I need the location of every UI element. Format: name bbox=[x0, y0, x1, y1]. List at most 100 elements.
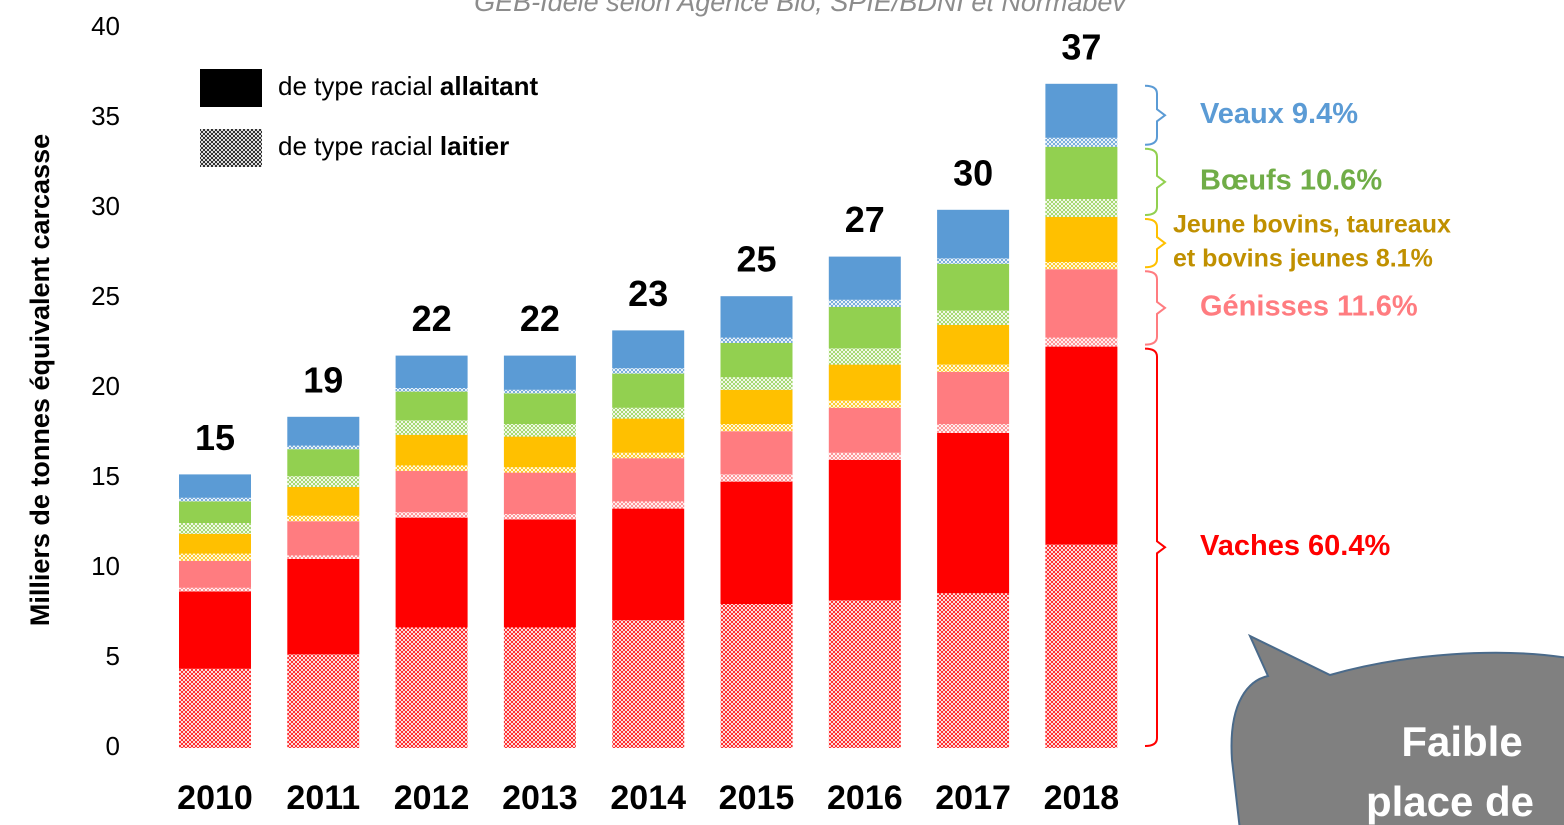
x-tick-label: 2012 bbox=[394, 779, 470, 817]
y-tick-label: 5 bbox=[106, 641, 120, 671]
bar-segment bbox=[720, 424, 793, 432]
bar-segment bbox=[395, 434, 468, 466]
bar-segment bbox=[287, 476, 360, 487]
bar-segment bbox=[503, 627, 576, 748]
bar-segment bbox=[395, 355, 468, 388]
bracket bbox=[1144, 147, 1167, 216]
bar-segment bbox=[287, 559, 360, 655]
bar-segment bbox=[395, 388, 468, 392]
bar-segment bbox=[287, 654, 360, 748]
bar-segment bbox=[720, 474, 793, 482]
bracket bbox=[1144, 84, 1167, 146]
speech-bubble bbox=[1230, 633, 1564, 825]
legend-swatch bbox=[200, 69, 262, 107]
bar-segment bbox=[179, 501, 251, 523]
legend-emph: allaitant bbox=[440, 71, 539, 101]
bar-segment bbox=[720, 377, 793, 390]
bar-segment bbox=[1045, 146, 1118, 199]
bar-segment bbox=[612, 620, 685, 748]
total-label: 37 bbox=[1061, 26, 1101, 67]
bar-segment bbox=[1045, 217, 1118, 262]
bar-segment bbox=[612, 418, 685, 453]
bar-segment bbox=[612, 373, 685, 408]
bar-segment bbox=[395, 470, 468, 513]
bar-segment bbox=[503, 519, 576, 628]
bar-segment bbox=[1045, 269, 1118, 338]
x-tick-label: 2015 bbox=[719, 779, 795, 817]
total-label: 19 bbox=[303, 359, 343, 400]
bar-segment bbox=[720, 389, 793, 424]
bar-segment bbox=[937, 371, 1010, 424]
legend-label: de type racial allaitant bbox=[278, 71, 538, 101]
bar-segment bbox=[612, 452, 685, 459]
bar-segment bbox=[828, 307, 901, 349]
bar-segment bbox=[179, 587, 251, 592]
group-label: Jeune bovins, taureaux bbox=[1173, 211, 1451, 239]
bar-segment bbox=[828, 364, 901, 401]
bar-segment bbox=[503, 424, 576, 437]
bar-segment bbox=[1045, 346, 1118, 545]
legend-prefix: de type racial bbox=[278, 131, 433, 161]
x-tick-label: 2017 bbox=[935, 779, 1011, 817]
y-tick-label: 20 bbox=[91, 371, 120, 401]
bar-segment bbox=[179, 523, 251, 534]
bar-segment bbox=[179, 591, 251, 669]
bar-segment bbox=[612, 508, 685, 621]
group-label: Bœufs 10.6% bbox=[1200, 165, 1382, 197]
bar-segment bbox=[828, 299, 901, 307]
bar-segment bbox=[612, 458, 685, 502]
total-label: 22 bbox=[412, 298, 452, 339]
bar-segment bbox=[612, 330, 685, 369]
bracket bbox=[1144, 270, 1167, 346]
bar-segment bbox=[395, 627, 468, 748]
bar-segment bbox=[287, 555, 360, 559]
bar-segment bbox=[937, 263, 1010, 311]
group-label: Veaux 9.4% bbox=[1200, 98, 1358, 130]
bar-segment bbox=[937, 433, 1010, 594]
callout-text: Faible bbox=[1401, 718, 1522, 765]
x-tick-label: 2014 bbox=[610, 779, 686, 817]
bar-segment bbox=[179, 553, 251, 561]
group-label: et bovins jeunes 8.1% bbox=[1173, 245, 1433, 273]
bar-segment bbox=[828, 407, 901, 453]
total-label: 30 bbox=[953, 152, 993, 193]
bar-segment bbox=[720, 604, 793, 748]
bar-segment bbox=[395, 517, 468, 628]
y-tick-label: 25 bbox=[91, 281, 120, 311]
y-tick-label: 35 bbox=[91, 101, 120, 131]
bar-segment bbox=[1045, 137, 1118, 147]
total-label: 27 bbox=[845, 199, 885, 240]
bar-segment bbox=[937, 310, 1010, 325]
bar-segment bbox=[503, 389, 576, 394]
y-tick-label: 0 bbox=[106, 731, 120, 761]
x-tick-label: 2016 bbox=[827, 779, 903, 817]
bar-segment bbox=[503, 355, 576, 390]
x-tick-label: 2010 bbox=[177, 779, 253, 817]
bar-segment bbox=[612, 501, 685, 509]
x-tick-label: 2018 bbox=[1044, 779, 1120, 817]
bar-segment bbox=[287, 445, 360, 450]
bar-segment bbox=[937, 209, 1010, 259]
bar-segment bbox=[179, 560, 251, 588]
bar-segment bbox=[720, 431, 793, 475]
bar-segment bbox=[503, 393, 576, 424]
total-label: 15 bbox=[195, 417, 235, 458]
group-label: Génisses 11.6% bbox=[1200, 291, 1418, 323]
bar-segment bbox=[720, 343, 793, 378]
y-tick-label: 30 bbox=[91, 191, 120, 221]
bar-segment bbox=[179, 533, 251, 554]
bar-segment bbox=[287, 487, 360, 516]
legend-prefix: de type racial bbox=[278, 71, 433, 101]
bar-segment bbox=[287, 521, 360, 556]
bar-segment bbox=[720, 337, 793, 343]
bar-segment bbox=[503, 436, 576, 468]
bar-segment bbox=[179, 497, 251, 502]
bar-segment bbox=[937, 325, 1010, 365]
bar-segment bbox=[612, 368, 685, 374]
total-label: 22 bbox=[520, 298, 560, 339]
bracket bbox=[1144, 347, 1167, 747]
bar-segment bbox=[1045, 199, 1118, 217]
bar-segment bbox=[828, 400, 901, 408]
